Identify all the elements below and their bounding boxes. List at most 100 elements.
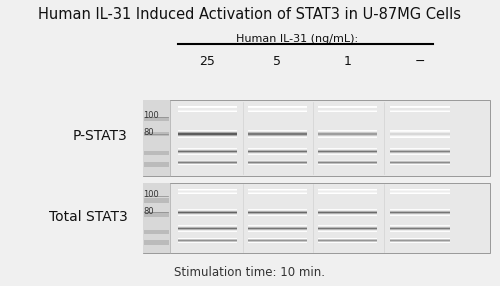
Bar bbox=[318, 106, 377, 107]
Bar bbox=[318, 230, 377, 231]
Bar bbox=[390, 227, 450, 228]
Bar bbox=[248, 131, 307, 132]
Bar bbox=[318, 229, 377, 230]
Bar bbox=[248, 132, 307, 133]
Bar bbox=[318, 162, 377, 163]
Bar bbox=[318, 239, 377, 240]
Text: 100: 100 bbox=[144, 190, 159, 199]
Bar bbox=[390, 212, 450, 213]
Bar bbox=[318, 210, 377, 211]
Bar bbox=[178, 153, 237, 154]
Bar bbox=[248, 109, 307, 110]
Bar bbox=[318, 227, 377, 228]
Bar bbox=[318, 137, 377, 138]
Bar bbox=[318, 192, 377, 193]
Bar bbox=[318, 149, 377, 150]
Bar bbox=[390, 136, 450, 137]
Bar bbox=[318, 152, 377, 153]
Bar bbox=[318, 189, 377, 190]
Bar bbox=[390, 162, 450, 163]
Bar bbox=[318, 151, 377, 152]
Text: 1: 1 bbox=[344, 55, 351, 68]
Bar bbox=[178, 163, 237, 164]
Bar bbox=[248, 227, 307, 228]
Bar bbox=[390, 242, 450, 243]
Bar bbox=[248, 136, 307, 137]
Text: 25: 25 bbox=[200, 55, 216, 68]
Bar bbox=[318, 225, 377, 226]
Bar bbox=[178, 226, 237, 227]
Bar bbox=[318, 191, 377, 192]
Text: 80: 80 bbox=[144, 206, 154, 216]
Bar bbox=[178, 209, 237, 210]
Bar bbox=[318, 148, 377, 149]
Bar bbox=[318, 163, 377, 164]
Bar bbox=[390, 240, 450, 241]
Bar bbox=[248, 163, 307, 164]
Bar bbox=[248, 153, 307, 154]
Bar bbox=[178, 109, 237, 110]
Bar bbox=[178, 106, 237, 107]
Bar bbox=[390, 191, 450, 192]
Bar bbox=[318, 231, 377, 232]
Bar bbox=[318, 136, 377, 137]
Bar bbox=[142, 100, 170, 176]
Bar bbox=[248, 226, 307, 227]
Bar bbox=[248, 137, 307, 138]
Bar bbox=[178, 162, 237, 163]
Bar bbox=[248, 191, 307, 192]
Bar bbox=[318, 161, 377, 162]
Bar bbox=[248, 213, 307, 214]
Bar bbox=[178, 107, 237, 108]
Bar bbox=[144, 132, 169, 136]
Bar bbox=[390, 109, 450, 110]
Bar bbox=[390, 110, 450, 111]
Bar bbox=[318, 133, 377, 134]
Text: 80: 80 bbox=[144, 128, 154, 137]
Bar bbox=[248, 214, 307, 215]
Bar bbox=[178, 239, 237, 240]
Bar bbox=[144, 151, 169, 155]
Bar bbox=[178, 130, 237, 131]
Bar bbox=[248, 215, 307, 216]
Bar bbox=[248, 192, 307, 193]
Bar bbox=[248, 240, 307, 241]
Bar bbox=[248, 242, 307, 243]
Text: P-STAT3: P-STAT3 bbox=[73, 130, 128, 144]
Bar bbox=[178, 214, 237, 215]
Bar bbox=[390, 163, 450, 164]
Bar bbox=[318, 215, 377, 216]
Bar bbox=[318, 240, 377, 241]
Bar bbox=[390, 189, 450, 190]
Bar bbox=[178, 133, 237, 134]
Bar bbox=[178, 190, 237, 191]
Bar bbox=[144, 241, 169, 245]
Bar bbox=[390, 241, 450, 242]
Bar bbox=[318, 108, 377, 109]
Bar bbox=[248, 239, 307, 240]
Bar bbox=[248, 130, 307, 131]
Bar bbox=[390, 230, 450, 231]
Text: Human IL-31 Induced Activation of STAT3 in U-87MG Cells: Human IL-31 Induced Activation of STAT3 … bbox=[38, 7, 462, 22]
Bar bbox=[248, 134, 307, 135]
Bar bbox=[390, 229, 450, 230]
Bar bbox=[318, 131, 377, 132]
Bar bbox=[248, 107, 307, 108]
Bar bbox=[178, 229, 237, 230]
Bar bbox=[248, 210, 307, 211]
Text: Human IL-31 (ng/mL):: Human IL-31 (ng/mL): bbox=[236, 34, 358, 44]
Bar bbox=[390, 131, 450, 132]
Bar bbox=[178, 241, 237, 242]
Bar bbox=[318, 193, 377, 194]
Bar bbox=[390, 160, 450, 161]
Bar bbox=[144, 212, 169, 217]
Bar bbox=[144, 117, 169, 121]
Bar bbox=[248, 241, 307, 242]
Bar bbox=[248, 108, 307, 109]
Bar bbox=[144, 230, 169, 234]
Bar bbox=[178, 148, 237, 149]
Bar bbox=[178, 108, 237, 109]
Bar bbox=[318, 160, 377, 161]
Bar bbox=[318, 212, 377, 213]
Bar bbox=[248, 135, 307, 136]
